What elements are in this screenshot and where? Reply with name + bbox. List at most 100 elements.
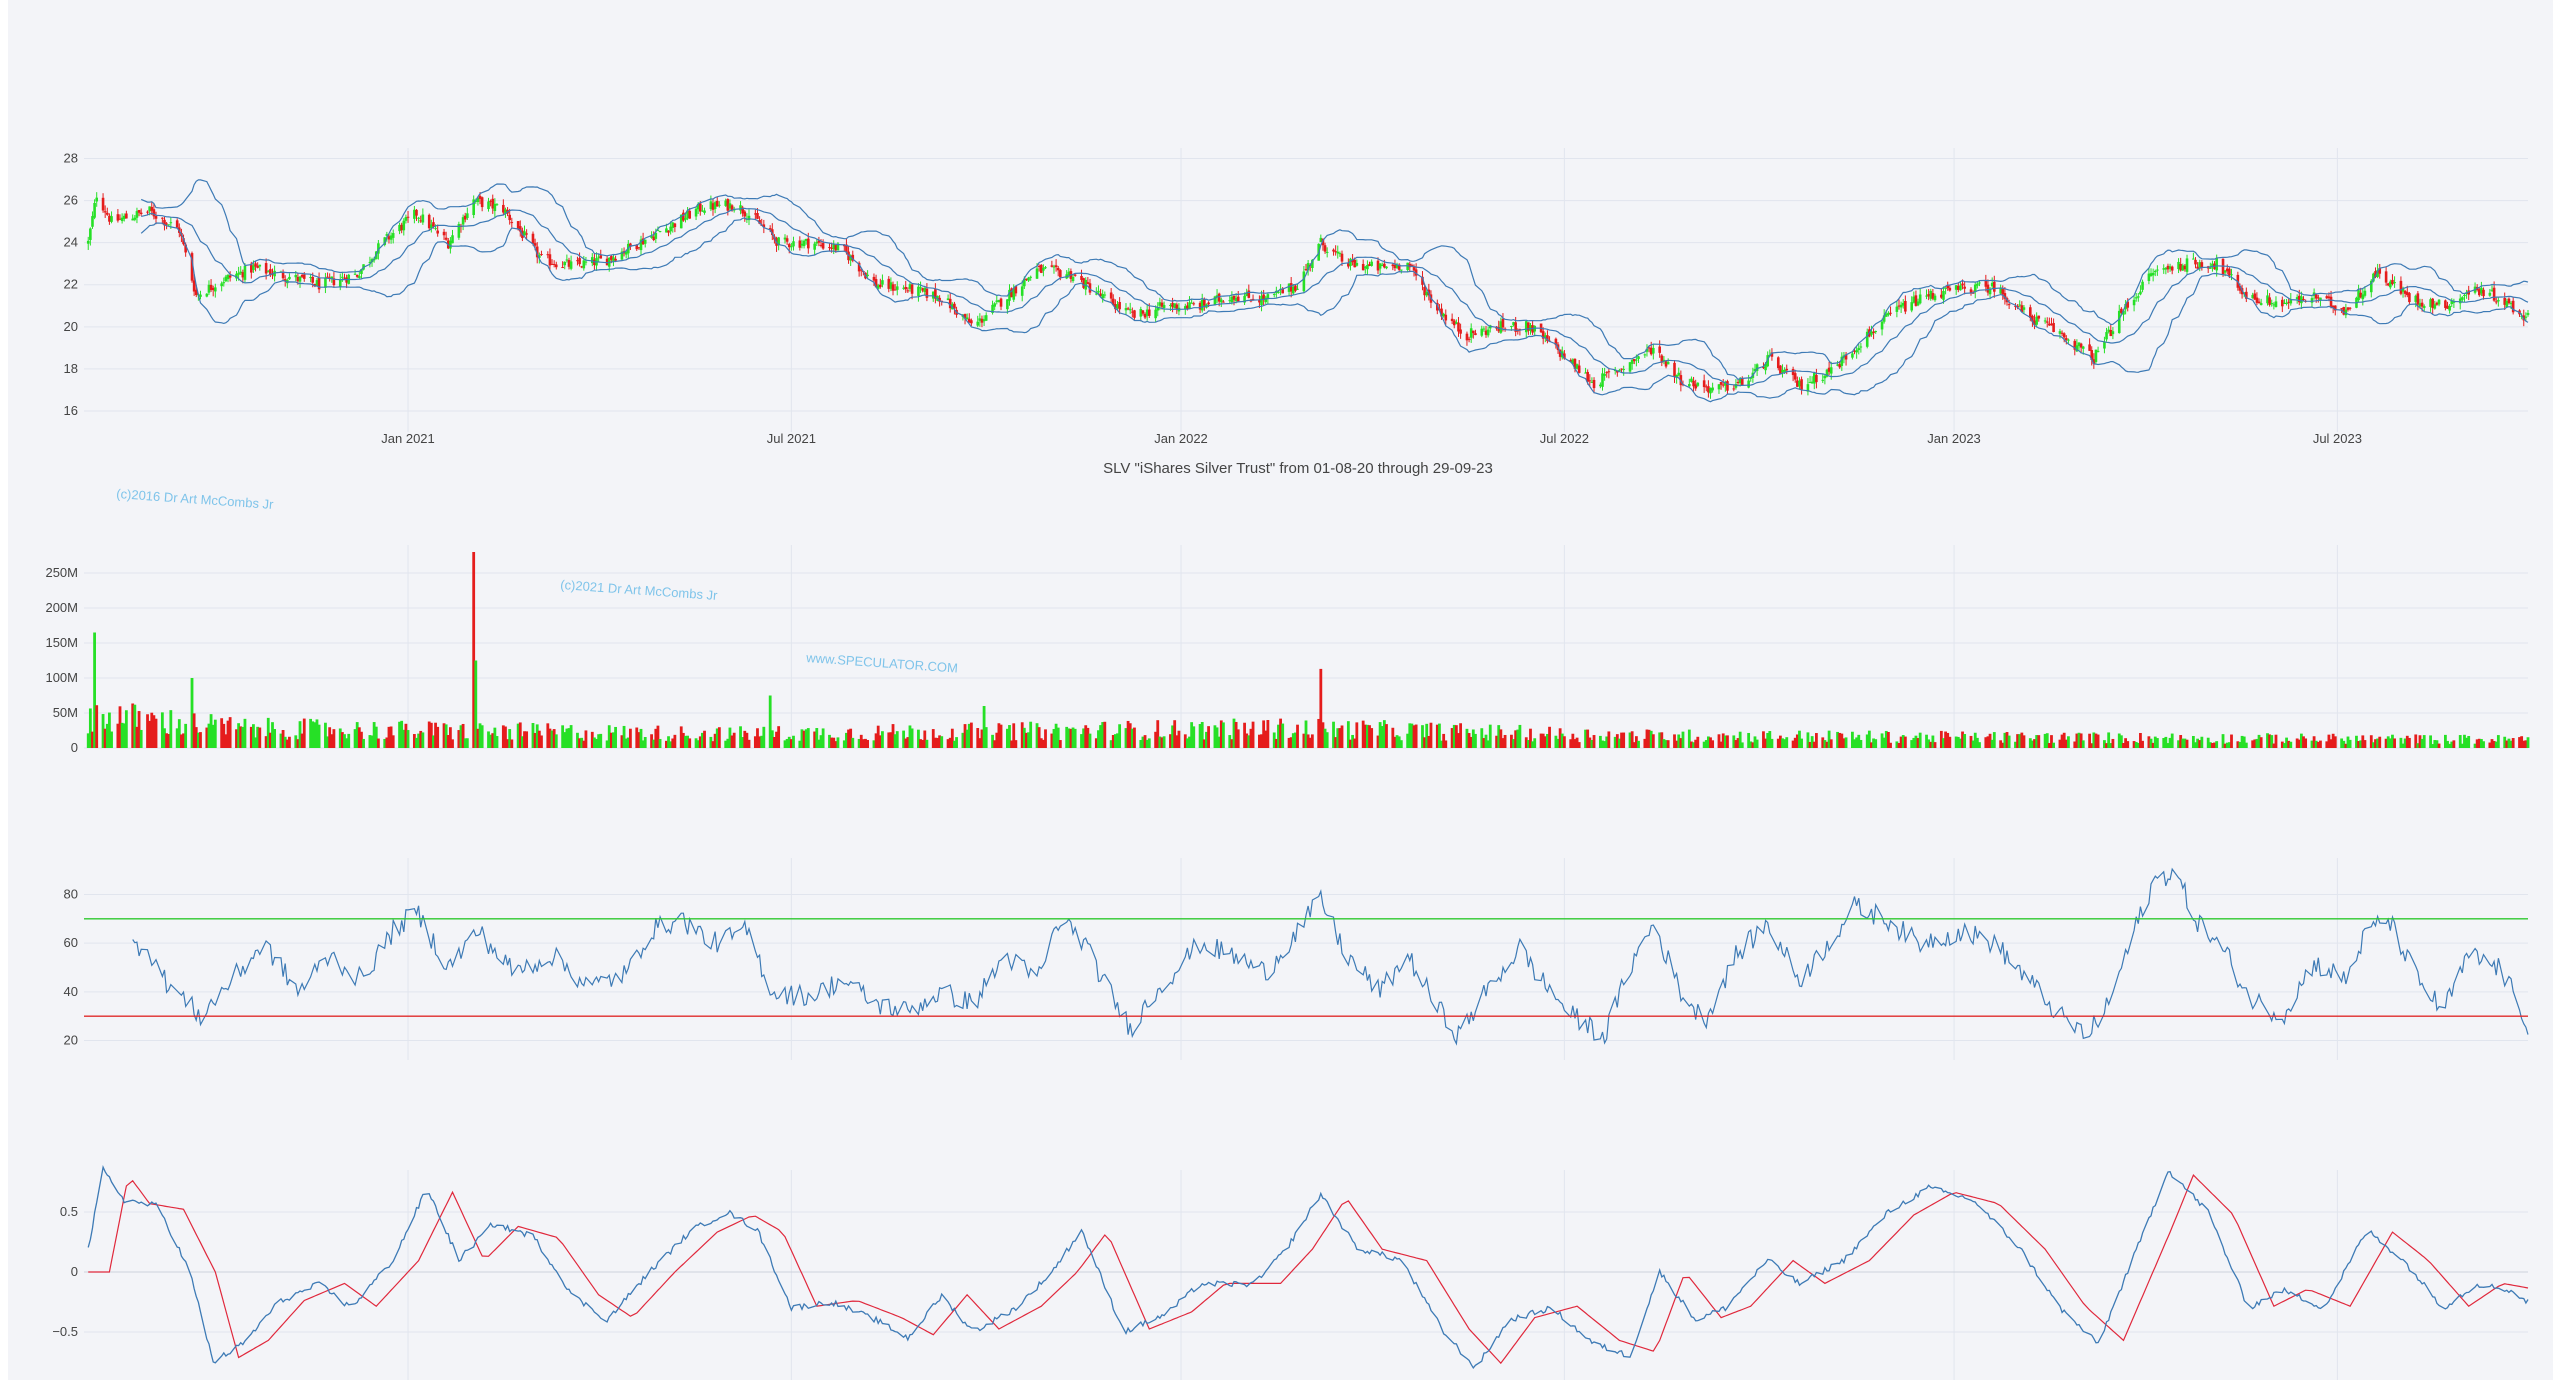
volume-bar bbox=[1895, 741, 1899, 748]
candle-body bbox=[1946, 285, 1950, 289]
candle-body bbox=[866, 274, 869, 276]
candle-body bbox=[993, 303, 996, 307]
volume-bar bbox=[1486, 740, 1490, 748]
candle-body bbox=[2003, 293, 2007, 299]
volume-bar bbox=[1516, 729, 1520, 748]
volume-bar bbox=[694, 738, 698, 748]
volume-bar bbox=[283, 736, 287, 748]
candle-body bbox=[1870, 331, 1873, 335]
volume-bar bbox=[2369, 735, 2373, 748]
candle-body bbox=[1696, 382, 1700, 386]
volume-bar bbox=[1376, 735, 1380, 748]
volume-y-tick: 50M bbox=[53, 705, 78, 720]
volume-bar bbox=[1260, 734, 1263, 748]
volume-bar bbox=[2181, 738, 2185, 748]
candle-body bbox=[1029, 276, 1032, 278]
candle-body bbox=[258, 264, 262, 267]
volume-bar bbox=[2299, 733, 2303, 748]
volume-bar bbox=[2414, 734, 2418, 748]
volume-bar bbox=[1156, 720, 1160, 748]
volume-bar bbox=[540, 735, 543, 748]
volume-bar bbox=[1764, 738, 1767, 748]
candle-body bbox=[1658, 346, 1661, 353]
volume-bar bbox=[402, 729, 406, 748]
volume-bar bbox=[302, 718, 306, 748]
volume-bar bbox=[2480, 739, 2483, 748]
candle-body bbox=[1010, 288, 1013, 298]
volume-bar bbox=[1719, 741, 1723, 748]
volume-bar bbox=[817, 739, 821, 748]
volume-bar bbox=[1973, 732, 1977, 748]
volume-bar bbox=[785, 738, 789, 748]
candle-body bbox=[2065, 338, 2068, 340]
candle-body bbox=[2497, 300, 2500, 302]
candle-body bbox=[908, 284, 912, 289]
volume-bar bbox=[294, 735, 298, 748]
volume-bar bbox=[1378, 722, 1382, 748]
candle-body bbox=[205, 293, 209, 297]
candle-body bbox=[2081, 346, 2085, 349]
volume-bar bbox=[343, 734, 346, 748]
volume-bar bbox=[1133, 727, 1136, 748]
volume-bar bbox=[1762, 731, 1765, 748]
volume-bar bbox=[2401, 743, 2405, 748]
volume-bar bbox=[1126, 720, 1130, 748]
candle-body bbox=[1128, 309, 1132, 311]
candle-body bbox=[2405, 291, 2409, 296]
candle-body bbox=[1325, 251, 1329, 253]
volume-bar bbox=[370, 735, 374, 748]
candle-body bbox=[326, 276, 329, 278]
volume-bar bbox=[2319, 740, 2322, 748]
candle-body bbox=[1620, 368, 1623, 370]
volume-bar bbox=[936, 737, 939, 748]
volume-bar bbox=[2331, 733, 2335, 748]
volume-bar bbox=[1690, 741, 1693, 748]
volume-bar bbox=[2518, 737, 2521, 748]
volume-bar bbox=[434, 722, 437, 748]
candle-body bbox=[1355, 262, 1359, 266]
volume-bar bbox=[857, 738, 861, 748]
volume-bar bbox=[1080, 734, 1083, 748]
volume-bar bbox=[2302, 736, 2305, 748]
volume-bar bbox=[1975, 737, 1979, 748]
volume-bar bbox=[933, 737, 937, 748]
volume-bar bbox=[768, 695, 772, 748]
candle-body bbox=[1933, 295, 1937, 301]
x-tick-label: Jan 2023 bbox=[1927, 431, 1981, 446]
candle-body bbox=[2505, 300, 2509, 308]
volume-bar bbox=[2020, 732, 2024, 748]
volume-bar bbox=[1726, 735, 1729, 748]
volume-bar bbox=[1319, 668, 1323, 748]
volume-bar bbox=[1346, 721, 1350, 748]
price-y-tick: 18 bbox=[64, 361, 78, 376]
candle-body bbox=[1380, 264, 1384, 266]
volume-bar bbox=[2225, 742, 2229, 748]
volume-bar bbox=[417, 733, 421, 748]
price-y-tick: 20 bbox=[64, 319, 78, 334]
volume-bar bbox=[1321, 722, 1325, 748]
candle-body bbox=[741, 207, 744, 214]
candle-body bbox=[1421, 276, 1424, 285]
volume-bar bbox=[2196, 738, 2200, 748]
candle-body bbox=[1097, 290, 1100, 293]
candle-body bbox=[777, 237, 780, 246]
volume-bar bbox=[1289, 737, 1293, 748]
volume-bar bbox=[1370, 728, 1374, 748]
candle-body bbox=[2391, 279, 2394, 285]
volume-bar bbox=[288, 736, 291, 748]
volume-bar bbox=[2266, 733, 2269, 748]
candle-body bbox=[461, 217, 465, 225]
volume-bar bbox=[1992, 732, 1996, 748]
volume-bar bbox=[2346, 736, 2350, 748]
volume-bar bbox=[1717, 734, 1721, 748]
candle-body bbox=[1717, 384, 1721, 390]
volume-bar bbox=[239, 726, 243, 748]
candle-body bbox=[2327, 296, 2331, 299]
candle-body bbox=[1111, 298, 1115, 306]
candle-body bbox=[377, 243, 380, 254]
candle-body bbox=[904, 286, 908, 290]
volume-bar bbox=[955, 737, 958, 748]
candle-body bbox=[2230, 274, 2233, 276]
volume-bar bbox=[643, 737, 647, 748]
volume-bar bbox=[1927, 739, 1931, 748]
